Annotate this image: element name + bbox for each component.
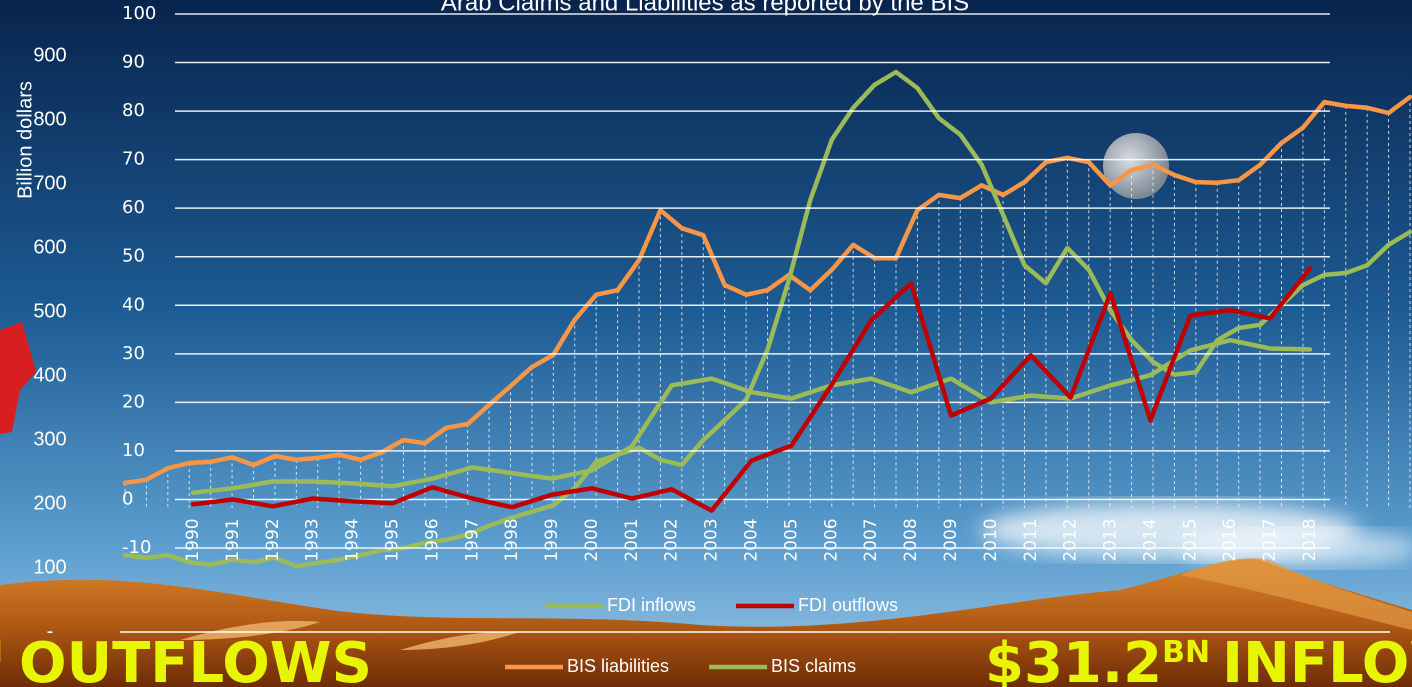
legend-label: BIS liabilities: [567, 656, 669, 676]
y-tick-label: 70: [122, 149, 145, 170]
y-tick-label: 60: [122, 197, 145, 218]
y-tick-label: 400: [33, 364, 66, 386]
x-tick-label: 1990: [183, 518, 203, 561]
x-tick-label: 2015: [1180, 518, 1200, 561]
x-tick-label: 2006: [821, 518, 841, 561]
y-tick-label: 900: [33, 44, 66, 66]
dune-highlight: [1180, 558, 1412, 630]
y-tick-label: 700: [33, 172, 66, 194]
banner-right: $31.2BN INFLOWS: [985, 631, 1412, 687]
x-tick-label: 2018: [1300, 518, 1320, 561]
x-tick-label: 1992: [263, 518, 283, 561]
x-tick-label: 1994: [343, 518, 363, 561]
y-tick-label: -10: [122, 537, 151, 558]
y-tick-label: 800: [33, 108, 66, 130]
x-tick-label: 1991: [223, 518, 243, 561]
legend-label: BIS claims: [771, 656, 856, 676]
y-tick-label: 600: [33, 236, 66, 258]
y-tick-label: 300: [33, 428, 66, 450]
y-tick-label: -: [47, 620, 54, 642]
y-tick-label: 0: [122, 488, 133, 509]
arrow: [0, 322, 36, 434]
series-line: [122, 94, 1412, 486]
x-tick-label: 1998: [502, 518, 522, 561]
legend-label: FDI outflows: [798, 595, 898, 615]
x-tick-label: 2007: [861, 518, 881, 561]
x-tick-label: 1993: [303, 518, 323, 561]
x-tick-label: 2012: [1061, 518, 1081, 561]
y-tick-label: 20: [122, 391, 145, 412]
dune-highlight: [400, 631, 520, 650]
x-tick-label: 2011: [1021, 518, 1041, 561]
x-tick-label: 2010: [981, 518, 1001, 561]
chart-title: Arab Claims and Liabilities as reported …: [441, 0, 969, 16]
dunes: [0, 559, 1412, 687]
y-tick-label: 80: [122, 100, 145, 121]
series-line: [190, 266, 1313, 513]
x-tick-label: 2008: [901, 518, 921, 561]
x-tick-label: 2009: [941, 518, 961, 561]
series-line: [122, 69, 1412, 569]
y-tick-label: 90: [122, 52, 145, 73]
y-tick-label: 500: [33, 300, 66, 322]
x-tick-label: 2000: [582, 518, 602, 561]
x-tick-label: 2005: [781, 518, 801, 561]
x-tick-label: 2016: [1220, 518, 1240, 561]
moon: [1103, 133, 1169, 199]
y-tick-label: 10: [122, 440, 145, 461]
banner-amount: $31.2: [985, 631, 1162, 687]
y-tick-label: 40: [122, 294, 145, 315]
y-tick-label: 100: [33, 556, 66, 578]
y-axis-title: Billion dollars: [14, 81, 36, 199]
x-tick-label: 1999: [542, 518, 562, 561]
x-tick-label: 2003: [702, 518, 722, 561]
x-tick-label: 1996: [422, 518, 442, 561]
x-tick-label: 2014: [1140, 518, 1160, 561]
banner-superscript: BN: [1162, 635, 1210, 670]
x-tick-label: 1997: [462, 518, 482, 561]
legend-label: FDI inflows: [607, 595, 696, 615]
y-tick-label: 30: [122, 343, 145, 364]
y-tick-label: 200: [33, 492, 66, 514]
x-tick-label: 2002: [662, 518, 682, 561]
banner-text: OUTFLOWS: [19, 631, 372, 687]
x-tick-label: 1995: [382, 518, 402, 561]
banner-superscript: BN: [0, 635, 3, 670]
x-tick-label: 2004: [742, 518, 762, 561]
banner-left: BN OUTFLOWS: [0, 631, 372, 687]
banner-text: INFLOWS: [1222, 631, 1412, 687]
x-tick-label: 2001: [622, 518, 642, 561]
y-tick-label: 50: [122, 246, 145, 267]
x-tick-label: 2017: [1260, 518, 1280, 561]
y-tick-label: 100: [122, 3, 156, 24]
dune-highlight: [180, 620, 320, 640]
series-line: [190, 337, 1313, 495]
x-tick-label: 2013: [1101, 518, 1121, 561]
